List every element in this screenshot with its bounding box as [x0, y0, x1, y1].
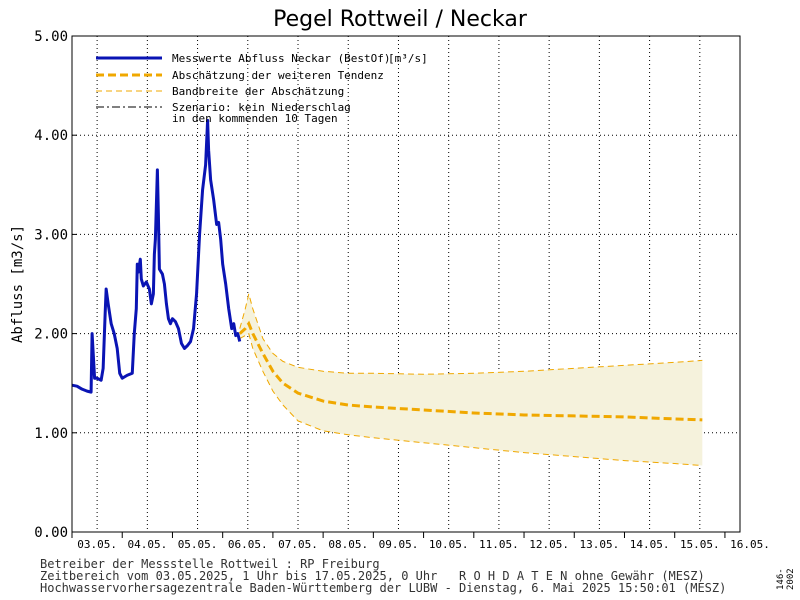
- footer-timerange: Zeitbereich vom 03.05.2025, 1 Uhr bis 17…: [40, 569, 705, 583]
- legend-label: Messwerte Abfluss Neckar (BestOf): [172, 52, 391, 65]
- legend-label: Abschätzung der weiteren Tendenz: [172, 69, 384, 82]
- footer-source: Hochwasservorhersagezentrale Baden-Württ…: [40, 581, 727, 595]
- x-tick-label: 07.05.: [278, 538, 318, 551]
- x-tick-label: 15.05.: [680, 538, 720, 551]
- y-tick-label: 0.00: [34, 525, 68, 541]
- x-tick-label: 11.05.: [479, 538, 519, 551]
- chart-title: Pegel Rottweil / Neckar: [273, 7, 528, 32]
- side-id: 146-2002: [776, 568, 796, 590]
- legend-label: Bandbreite der Abschätzung: [172, 85, 344, 98]
- x-axis-ticks: 03.05. 04.05. 05.05. 06.05. 07.05. 08.05. 09.0…: [71, 532, 770, 551]
- band-fill: [239, 293, 703, 466]
- legend-label: Szenario: kein Niederschlag: [172, 101, 351, 114]
- trend-line: [238, 320, 703, 422]
- uncertainty-band: [239, 293, 703, 467]
- x-tick-label: 03.05.: [77, 538, 117, 551]
- y-tick-label: 4.00: [34, 128, 68, 144]
- x-tick-label: 16.05.: [730, 538, 770, 551]
- band-upper-line: [239, 293, 703, 375]
- x-tick-label: 05.05.: [178, 538, 218, 551]
- legend: Messwerte Abfluss Neckar (BestOf)[m³/s] A…: [96, 52, 428, 125]
- legend-label-line2: in den kommenden 10 Tagen: [172, 112, 338, 125]
- x-tick-label: 12.05.: [529, 538, 569, 551]
- x-tick-label: 14.05.: [630, 538, 670, 551]
- y-tick-label: 1.00: [34, 426, 68, 442]
- y-axis-label: Abfluss [m3/s]: [10, 225, 26, 343]
- x-tick-label: 06.05.: [228, 538, 268, 551]
- y-tick-label: 2.00: [34, 327, 68, 343]
- y-axis-ticks: 0.00 1.00 2.00 3.00 4.00 5.00: [34, 29, 77, 541]
- plot-frame: [71, 35, 741, 533]
- x-tick-label: 13.05.: [579, 538, 619, 551]
- footer-operator: Betreiber der Messstelle Rottweil : RP F…: [40, 557, 380, 571]
- series-lines: [71, 118, 703, 422]
- legend-unit: [m³/s]: [388, 52, 428, 65]
- x-tick-label: 04.05.: [127, 538, 167, 551]
- x-tick-label: 09.05.: [379, 538, 419, 551]
- x-tick-label: 10.05.: [429, 538, 469, 551]
- x-tick-label: 08.05.: [328, 538, 368, 551]
- band-lower-line: [239, 332, 703, 467]
- y-tick-label: 3.00: [34, 227, 68, 243]
- measured-line: [71, 118, 242, 394]
- y-tick-label: 5.00: [34, 29, 68, 45]
